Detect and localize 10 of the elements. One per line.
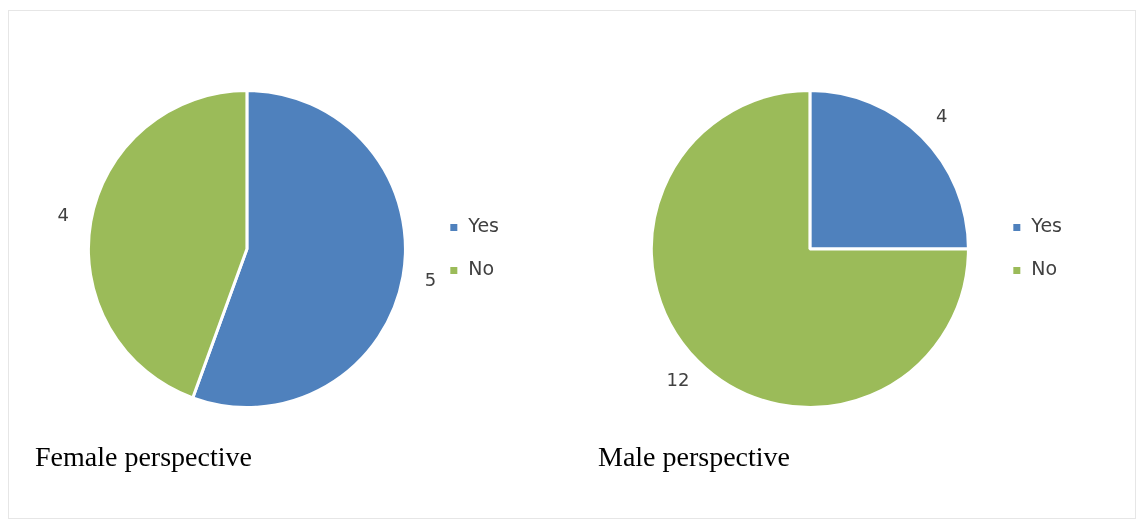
- legend-label: No: [1031, 257, 1058, 280]
- legend-label: Yes: [1030, 214, 1062, 237]
- text: Male perspective: [598, 441, 791, 473]
- data-label: 5: [424, 269, 437, 291]
- data-label: 12: [666, 368, 690, 390]
- data-label: 4: [936, 104, 948, 126]
- legend-label: Yes: [467, 214, 499, 237]
- text: Female perspective: [35, 441, 252, 473]
- data-label: 4: [57, 204, 69, 226]
- legend-label: No: [468, 257, 495, 280]
